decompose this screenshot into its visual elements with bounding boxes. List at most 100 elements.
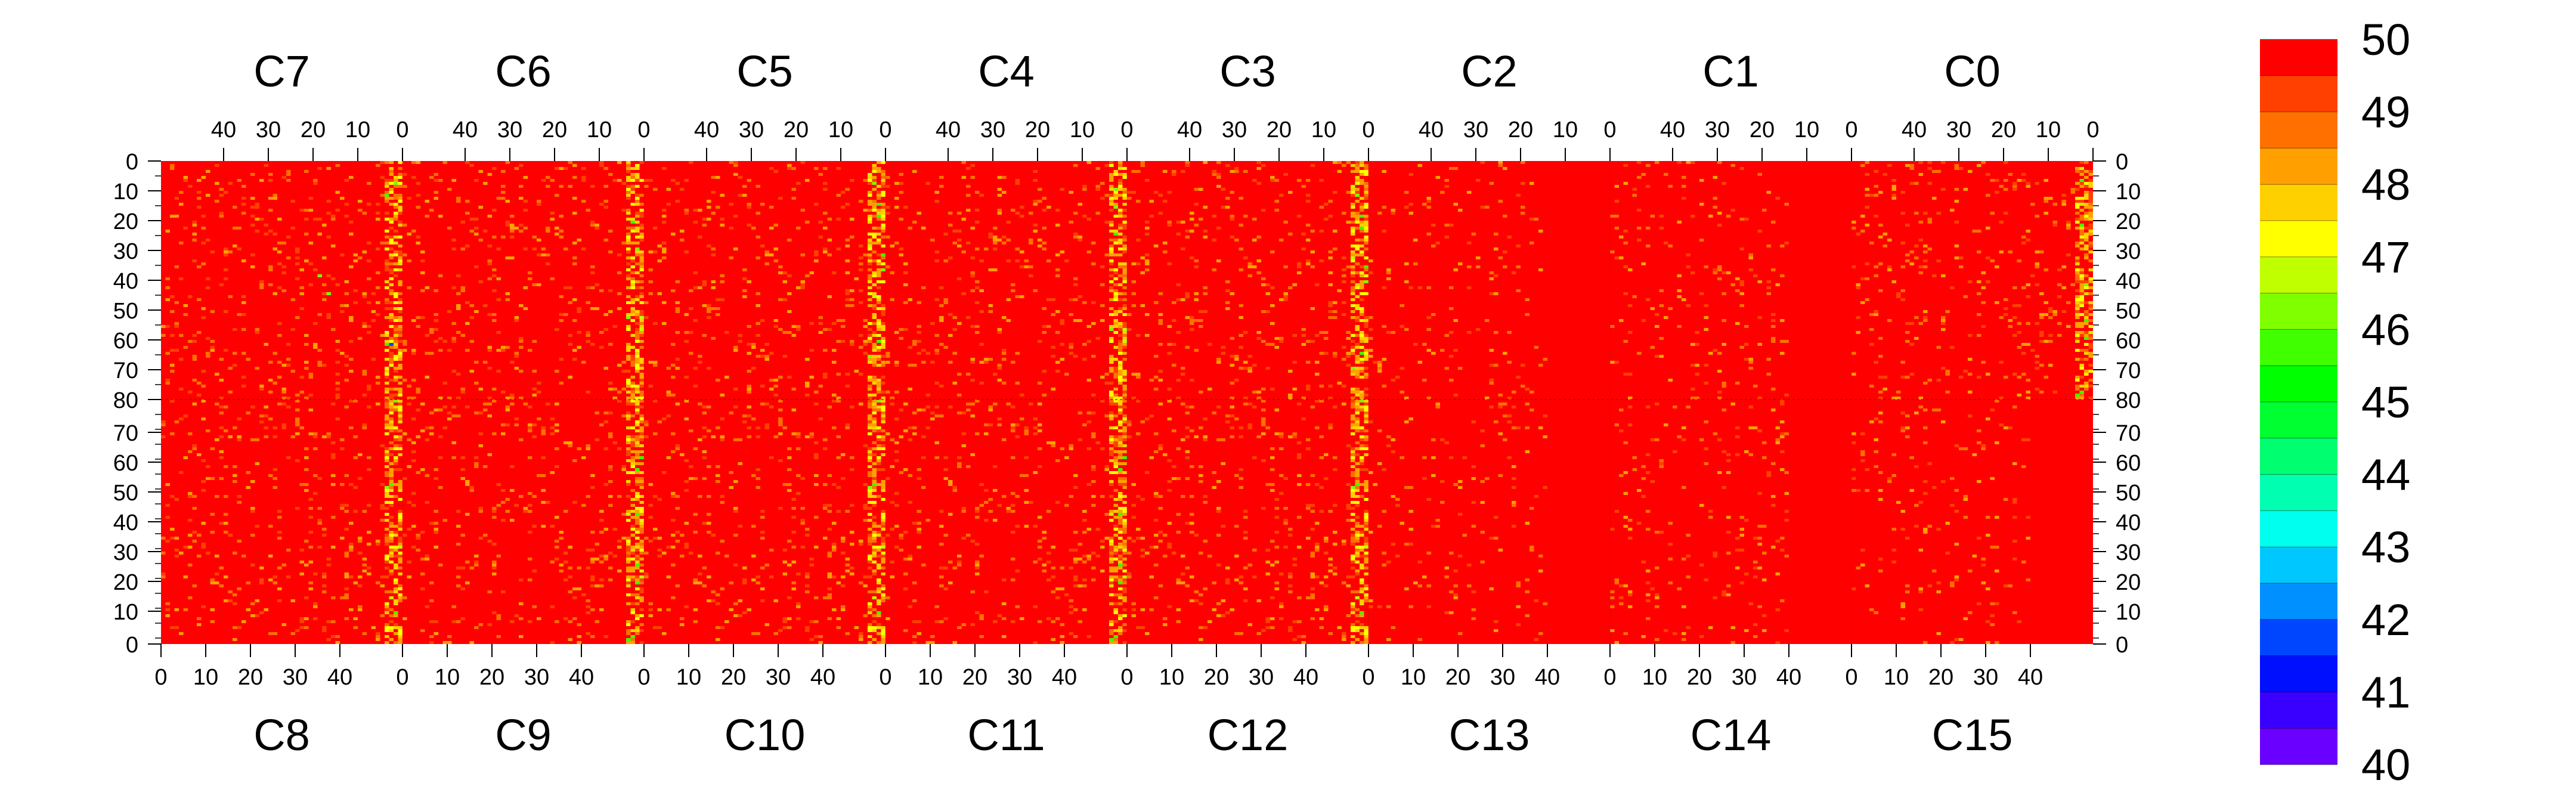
heatmap-cell	[1167, 221, 1172, 224]
heatmap-cell	[908, 298, 912, 301]
heatmap-cell	[1199, 319, 1203, 322]
heatmap-cell	[394, 388, 398, 391]
heatmap-cell	[1113, 388, 1118, 391]
heatmap-cell	[299, 307, 304, 310]
heatmap-cell	[756, 304, 760, 307]
heatmap-cell	[568, 161, 572, 164]
heatmap-cell	[1274, 346, 1279, 349]
heatmap-cell	[1400, 325, 1404, 328]
heatmap-cell	[639, 215, 644, 218]
heatmap-cell	[1977, 230, 1981, 233]
heatmap-cell	[809, 271, 814, 274]
heatmap-cell	[215, 581, 219, 584]
heatmap-cell	[322, 629, 327, 632]
heatmap-cell	[1328, 304, 1333, 307]
heatmap-cell	[1507, 236, 1512, 239]
heatmap-cell	[317, 546, 322, 549]
heatmap-cell	[1637, 209, 1642, 212]
heatmap-cell	[465, 468, 470, 471]
heatmap-cell	[340, 596, 345, 599]
heatmap-cell	[394, 295, 398, 298]
heatmap-cell	[385, 367, 389, 370]
heatmap-cell	[528, 429, 532, 432]
heatmap-cell	[201, 215, 206, 218]
heatmap-cell	[1122, 227, 1127, 230]
heatmap-cell	[2039, 334, 2044, 337]
heatmap-cell	[1194, 259, 1199, 262]
heatmap-cell	[233, 352, 237, 355]
heatmap-cell	[572, 319, 577, 322]
heatmap-cell	[1328, 385, 1333, 388]
heatmap-cell	[197, 617, 202, 620]
heatmap-cell	[630, 185, 635, 188]
heatmap-cell	[738, 340, 742, 343]
heatmap-cell	[394, 400, 398, 403]
heatmap-cell	[170, 400, 175, 403]
heatmap-cell	[1905, 379, 1910, 382]
heatmap-cell	[733, 215, 738, 218]
heatmap-cell	[192, 340, 197, 343]
heatmap-cell	[165, 540, 170, 543]
heatmap-cell	[1288, 370, 1293, 373]
heatmap-cell	[1677, 295, 1682, 298]
heatmap-cell	[1726, 319, 1731, 322]
heatmap-cell	[2044, 268, 2048, 271]
heatmap-cell	[823, 376, 828, 379]
heatmap-cell	[1757, 316, 1762, 319]
heatmap-cell	[335, 397, 340, 400]
heatmap-cell	[2079, 283, 2084, 286]
heatmap-cell	[394, 531, 398, 534]
heatmap-cell	[787, 376, 792, 379]
heatmap-cell	[877, 194, 881, 197]
heatmap-cell	[398, 319, 402, 322]
heatmap-cell	[546, 531, 550, 534]
heatmap-cell	[845, 259, 850, 262]
heatmap-cell	[581, 504, 586, 507]
heatmap-cell	[1118, 307, 1123, 310]
heatmap-cell	[1122, 292, 1127, 295]
heatmap-cell	[1852, 179, 1856, 182]
heatmap-cell	[304, 617, 309, 620]
heatmap-cell	[1212, 173, 1216, 176]
heatmap-cell	[331, 456, 336, 459]
heatmap-cell	[528, 203, 532, 206]
heatmap-cell	[206, 477, 210, 480]
heatmap-cell	[881, 218, 886, 221]
heatmap-cell	[304, 259, 309, 262]
heatmap-cell	[2088, 337, 2093, 340]
heatmap-cell	[389, 379, 394, 382]
heatmap-cell	[921, 227, 926, 230]
heatmap-cell	[1909, 250, 1914, 253]
heatmap-cell	[760, 319, 765, 322]
heatmap-cell	[170, 370, 175, 373]
heatmap-cell	[546, 185, 550, 188]
heatmap-cell	[1136, 334, 1141, 337]
heatmap-cell	[550, 417, 555, 420]
heatmap-cell	[380, 471, 385, 474]
heatmap-cell	[398, 277, 402, 280]
heatmap-cell	[1444, 334, 1449, 337]
heatmap-cell	[630, 280, 635, 283]
heatmap-cell	[1860, 164, 1865, 167]
heatmap-cell	[1641, 233, 1646, 236]
heatmap-cell	[1936, 170, 1941, 173]
heatmap-cell	[394, 331, 398, 334]
heatmap-cell	[1328, 200, 1333, 203]
heatmap-cell	[192, 358, 197, 361]
heatmap-cell	[1521, 161, 1525, 164]
heatmap-cell	[304, 456, 309, 459]
heatmap-cell	[639, 426, 644, 429]
heatmap-cell	[469, 486, 474, 489]
heatmap-cell	[872, 167, 877, 170]
heatmap-cell	[394, 408, 398, 411]
heatmap-cell	[304, 388, 309, 391]
heatmap-cell	[1082, 343, 1087, 346]
heatmap-cell	[268, 230, 273, 233]
heatmap-cell	[1664, 173, 1668, 176]
heatmap-cell	[1283, 295, 1288, 298]
heatmap-cell	[1002, 358, 1007, 361]
heatmap-cell	[478, 411, 483, 414]
heatmap-cell	[398, 608, 402, 611]
heatmap-cell	[1181, 221, 1185, 224]
heatmap-cell	[877, 233, 881, 236]
